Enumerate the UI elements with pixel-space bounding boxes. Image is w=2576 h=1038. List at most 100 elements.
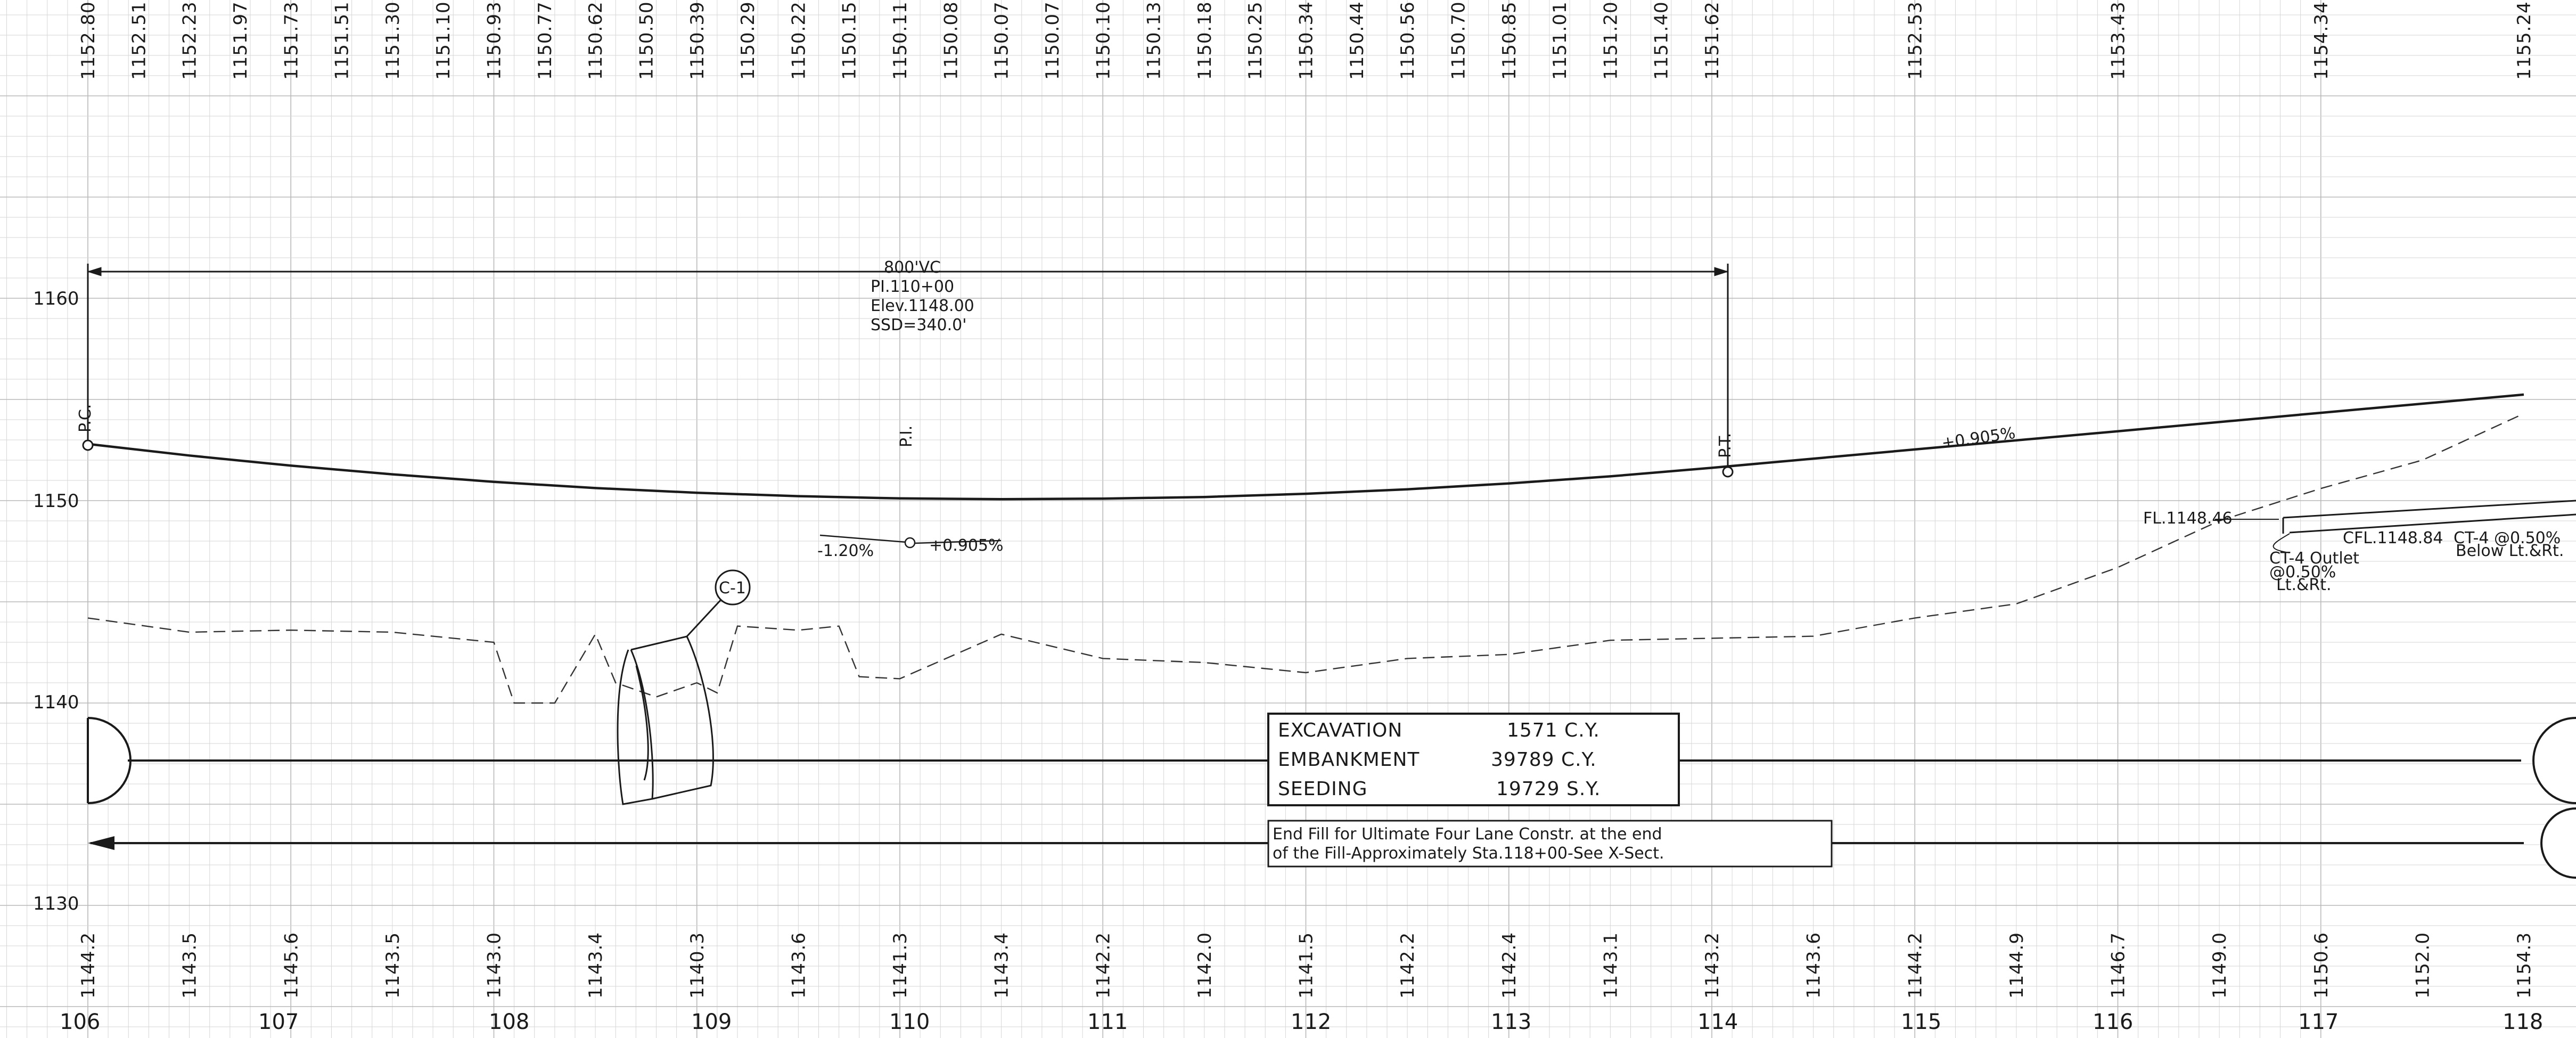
station-axis: 106 107 108 109 110 111 112 113 114 115 … (60, 1010, 2543, 1034)
ground-elevation-label: 1146.7 (2108, 932, 2129, 999)
station-label: 118 (2503, 1010, 2543, 1034)
ground-elevation-label: 1140.3 (687, 932, 708, 999)
ditch-outlet-3: Lt.&Rt. (2276, 576, 2332, 594)
grade-elevation-label: 1155.24 (2514, 1, 2535, 80)
ground-elevation-label: 1141.3 (890, 932, 911, 999)
ground-elevation-label: 1154.3 (2514, 932, 2535, 999)
ground-elevation-label: 1150.6 (2311, 932, 2332, 999)
culvert-c1 (617, 598, 723, 805)
existing-ground-elevation-row: 1144.2 1143.5 1145.6 1143.5 1143.0 1143.4 1140… (78, 932, 2535, 999)
ground-elevation-label: 1143.2 (1702, 932, 1723, 999)
station-label: 107 (258, 1010, 299, 1034)
grade-elevation-label: 1151.40 (1651, 1, 1672, 80)
culvert-tag: C-1 (719, 579, 746, 598)
ground-elevation-label: 1143.4 (991, 932, 1013, 999)
ground-elevation-label: 1144.2 (78, 932, 99, 999)
end-fill-note-box (1267, 820, 1833, 868)
elevation-label-1160: 1160 (33, 288, 79, 309)
pt-point (1722, 466, 1734, 478)
ground-elevation-label: 1143.5 (382, 932, 404, 999)
quantity-value: 19729 S.Y. (1496, 778, 1601, 800)
grade-elevation-label: 1150.15 (839, 1, 860, 80)
grade-elevation-label: 1151.30 (382, 1, 404, 80)
grade-elevation-label: 1152.51 (128, 1, 150, 80)
grade-elevation-label: 1150.39 (687, 1, 708, 80)
ditch-fl-right: CFL.1148.84 (2343, 529, 2443, 547)
grade-elevation-label: 1150.07 (1042, 1, 1063, 80)
ground-elevation-label: 1152.0 (2412, 932, 2433, 999)
profile-grade-line (87, 393, 2524, 501)
ground-elevation-label: 1141.5 (1296, 932, 1317, 999)
grade-elevation-label: 1151.97 (230, 1, 251, 80)
culvert-tag-circle (715, 569, 751, 606)
pc-label: P.C. (76, 404, 95, 432)
station-label: 110 (889, 1010, 930, 1034)
vc-pi-elevation: Elev.1148.00 (871, 297, 974, 315)
pi-point (904, 537, 916, 549)
vc-length: 800'VC (884, 258, 941, 277)
grade-elevation-label: 1150.07 (991, 1, 1013, 80)
ditch-outlet-2: @0.50% (2269, 563, 2336, 582)
elevation-axis: 1160 1150 1140 1130 (33, 288, 79, 914)
quantity-value: 1571 C.Y. (1507, 720, 1600, 741)
station-label: 112 (1291, 1010, 1331, 1034)
ground-elevation-label: 1143.6 (1803, 932, 1825, 999)
ground-elevation-label: 1144.2 (1905, 932, 1926, 999)
grade-elevation-label: 1154.34 (2311, 1, 2332, 80)
grade-elevation-label: 1151.20 (1600, 1, 1621, 80)
grade-elevation-label: 1152.23 (179, 1, 201, 80)
ditch-right-note-1: CT-4 @0.50% (2454, 529, 2561, 547)
grade-out: +0.905% (929, 536, 1004, 555)
station-label: 106 (60, 1010, 100, 1034)
station-label: 115 (1901, 1010, 1941, 1034)
station-label: 114 (1697, 1010, 1738, 1034)
grade-elevation-label: 1151.10 (433, 1, 454, 80)
quantity-item: EMBANKMENT (1278, 749, 1420, 771)
elevation-label-1140: 1140 (33, 692, 79, 713)
grade-elevation-label: 1150.34 (1296, 1, 1317, 80)
quantity-item: EXCAVATION (1278, 720, 1402, 741)
quantity-item: SEEDING (1278, 778, 1368, 800)
grade-elevation-label: 1151.01 (1549, 1, 1571, 80)
station-label: 117 (2298, 1010, 2339, 1034)
grade-elevation-label: 1150.10 (1093, 1, 1114, 80)
grade-elevation-label: 1150.13 (1144, 1, 1165, 80)
ground-elevation-label: 1142.4 (1499, 932, 1520, 999)
ground-elevation-label: 1143.4 (585, 932, 606, 999)
arrow-left-icon (87, 267, 102, 276)
pi-label: P.I. (897, 426, 916, 447)
quantity-value: 39789 C.Y. (1491, 749, 1597, 771)
grade-elevation-label: 1150.44 (1347, 1, 1368, 80)
ground-elevation-label: 1144.9 (2006, 932, 2028, 999)
right-half-circle-icon (2532, 717, 2576, 804)
ground-elevation-label: 1143.1 (1600, 932, 1621, 999)
existing-ground-line (87, 413, 2524, 704)
station-label: 113 (1491, 1010, 1531, 1034)
grade-elevation-label: 1150.25 (1245, 1, 1266, 80)
vc-pi-station: PI.110+00 (871, 277, 954, 296)
profile-grade-elevation-row: 1152.80 1152.51 1152.23 1151.97 1151.73 1151.… (78, 1, 2535, 80)
ground-elevation-label: 1142.2 (1093, 932, 1114, 999)
quantities-box (1267, 713, 1680, 806)
grade-elevation-label: 1151.51 (332, 1, 353, 80)
pi-grade-annotation (819, 534, 1002, 549)
ground-elevation-label: 1149.0 (2209, 932, 2230, 999)
ground-elevation-label: 1145.6 (281, 932, 302, 999)
ditch-right-note-2: Below Lt.&Rt. (2456, 542, 2564, 560)
ditch-fl-left: FL.1148.46 (2143, 509, 2233, 528)
structure-lines (87, 717, 2576, 879)
grade-in: -1.20% (817, 542, 874, 560)
ground-elevation-label: 1143.0 (484, 932, 505, 999)
ditch-outlet-1: CT-4 Outlet (2269, 549, 2359, 568)
grade-elevation-label: 1150.29 (737, 1, 759, 80)
arrow-right-icon (1714, 267, 1729, 276)
grade-elevation-label: 1150.22 (788, 1, 809, 80)
grade-elevation-label: 1150.93 (484, 1, 505, 80)
ground-elevation-label: 1143.5 (179, 932, 201, 999)
station-label: 111 (1087, 1010, 1128, 1034)
grade-elevation-label: 1150.62 (585, 1, 606, 80)
grade-elevation-label: 1151.62 (1702, 1, 1723, 80)
pt-label: P.T. (1716, 433, 1735, 458)
